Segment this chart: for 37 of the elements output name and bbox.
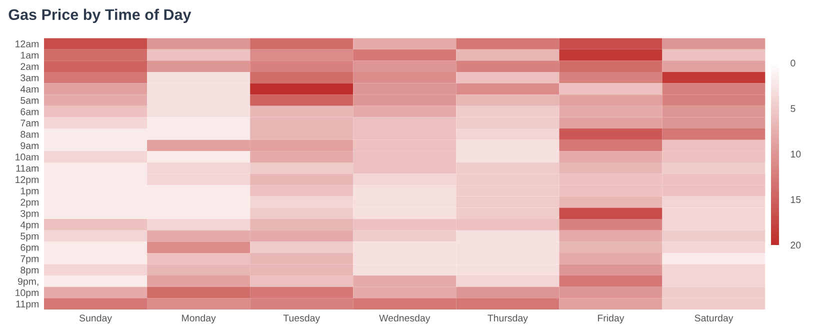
y-tick-label: 12am [16,40,39,48]
y-tick-label: 9am [20,142,39,150]
x-tick-label: Friday [598,314,624,324]
y-tick-label: 7pm [20,255,39,264]
y-tick-label: 4am [20,86,39,93]
y-tick-label: 3pm [20,210,39,219]
y-tick-label: 10pm [16,289,39,298]
y-tick-label: 5pm [20,232,39,242]
y-tick-label: 3am [20,74,39,82]
y-tick-label: 5am [20,97,39,104]
x-tick-label: Thursday [488,314,528,324]
y-tick-label: 9pm, [18,278,38,287]
y-tick-label: 4pm [20,222,39,230]
x-tick-label: Monday [182,314,216,324]
y-tick-label: 11pm [16,300,39,310]
y-tick-label: 11am [16,164,39,172]
y-tick-label: 7am [20,120,39,126]
y-tick-label: 1am [20,52,39,59]
y-tick-label: 8am [20,130,39,138]
y-tick-label: 1pm [20,188,39,196]
y-tick-label: 2pm [20,198,39,208]
y-tick-label: 6am [20,108,39,116]
y-tick-label: 10am [16,154,39,160]
chart-title: Gas Price by Time of Day [8,8,192,24]
color-bar-label: 20 [790,242,801,249]
y-tick-label: 12pm [16,176,39,185]
y-tick-label: 8pm [20,266,39,276]
color-bar-label: 0 [790,60,796,67]
x-tick-label: Sunday [79,314,112,324]
color-bar-label: 15 [790,196,801,204]
x-tick-label: Wednesday [379,314,430,324]
color-bar-label: 5 [790,105,796,112]
y-tick-label: 2am [20,63,39,70]
y-tick-label: 6pm [20,244,39,253]
x-tick-label: Tuesday [283,314,320,324]
x-tick-label: Saturday [694,314,734,324]
color-bar-label: 10 [790,150,801,158]
